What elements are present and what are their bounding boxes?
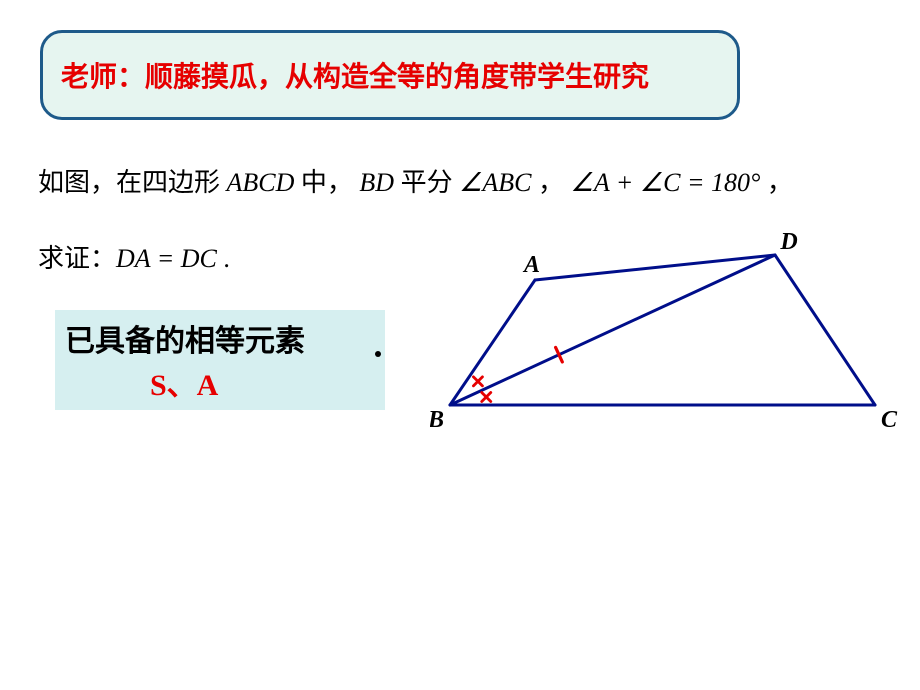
svg-text:D: D <box>779 230 797 255</box>
line1-end: ， <box>760 168 793 197</box>
bisect-text: 平分 <box>394 168 459 197</box>
svg-text:A: A <box>522 252 540 278</box>
svg-text:C: C <box>881 407 898 430</box>
angle-sum: ∠A + ∠C = 180° <box>571 168 761 197</box>
text-prefix: 如图，在四边形 <box>38 168 227 197</box>
text-mid: 中， <box>294 168 353 197</box>
bd: BD <box>353 168 394 197</box>
bullet-dot <box>375 351 381 357</box>
known-elements-box: 已具备的相等元素 S、A <box>55 310 385 410</box>
abcd: ABCD <box>227 168 295 197</box>
teacher-callout: 老师：顺藤摸瓜，从构造全等的角度带学生研究 <box>40 30 740 120</box>
known-elements-sa: S、A <box>65 360 385 404</box>
callout-text: 老师：顺藤摸瓜，从构造全等的角度带学生研究 <box>61 55 649 95</box>
problem-statement-line1: 如图，在四边形 ABCD 中， BD 平分 ∠ABC ， ∠A + ∠C = 1… <box>38 162 793 199</box>
geometry-figure: A B C D <box>430 230 900 430</box>
da-eq-dc: DA = DC <box>116 244 217 273</box>
line2-end: . <box>217 244 230 273</box>
comma1: ， <box>532 168 571 197</box>
known-elements-title: 已具备的相等元素 <box>65 316 385 360</box>
angle-abc: ∠ABC <box>459 168 531 197</box>
problem-statement-line2: 求证：DA = DC . <box>38 238 230 275</box>
prove-prefix: 求证： <box>38 244 116 273</box>
svg-text:B: B <box>430 407 444 430</box>
